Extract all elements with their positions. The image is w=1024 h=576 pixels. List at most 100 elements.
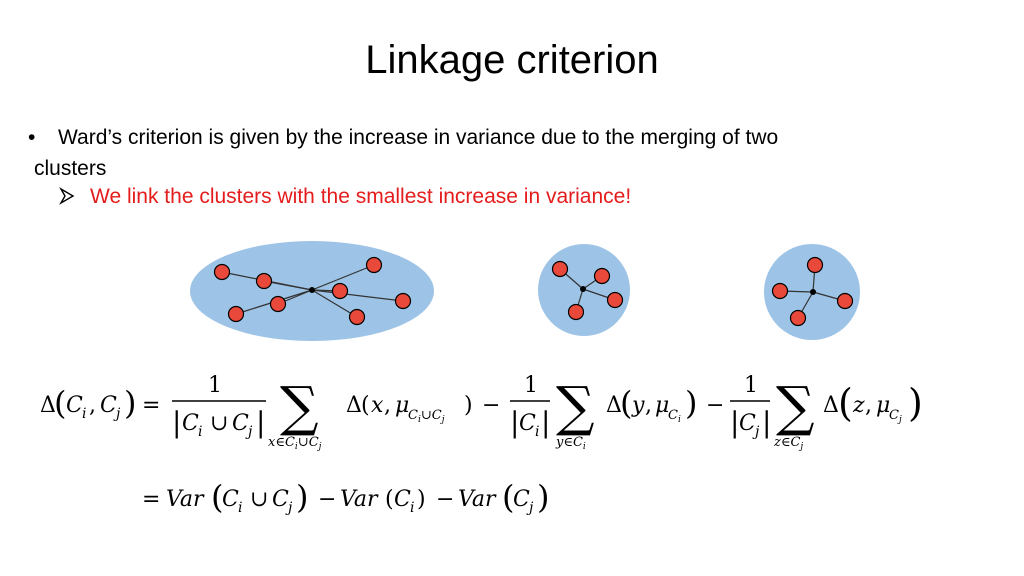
var-C: C — [222, 487, 239, 512]
delta-symbol: Δ — [346, 393, 362, 418]
sub-j: j — [526, 500, 534, 516]
slide-title: Linkage criterion — [365, 38, 659, 82]
numerator-one: 1 — [524, 373, 538, 398]
mu-subscript: Ci∪Cj — [408, 408, 445, 425]
data-point — [227, 305, 245, 323]
sum-symbol: ∑ — [776, 375, 815, 438]
centroid-marker — [810, 289, 816, 295]
sub-bullet-text: We link the clusters with the smallest i… — [90, 185, 632, 208]
data-point — [593, 267, 611, 285]
sum-symbol: ∑ — [556, 375, 595, 438]
data-point — [806, 256, 824, 274]
delta-symbol: Δ — [606, 393, 622, 418]
sub-i: i — [410, 500, 414, 516]
delta-symbol: Δ — [823, 393, 839, 418]
comma: , — [384, 393, 391, 418]
data-point — [789, 309, 807, 327]
var-y: y — [631, 393, 645, 418]
centroid-marker — [580, 286, 586, 292]
sub-j: j — [752, 424, 760, 440]
var-mu: μ — [395, 393, 409, 418]
union-symbol: ∪ — [210, 411, 228, 436]
bullet-text-line2: clusters — [34, 157, 107, 180]
sub-i: i — [82, 406, 86, 422]
var-C: C — [394, 487, 411, 512]
equals-sign: = — [142, 393, 160, 418]
sub-j: j — [245, 424, 253, 440]
var-function: Var — [166, 487, 205, 512]
paren-open: ( — [502, 478, 514, 516]
cluster-merged — [190, 241, 434, 341]
cluster-merged-points — [213, 256, 412, 326]
centroid-marker — [309, 287, 315, 293]
sum-index: x∈Ci∪Cj — [268, 435, 322, 452]
bullet-text-line1: Ward’s criterion is given by the increas… — [58, 126, 779, 149]
paren-open: ( — [838, 381, 853, 425]
abs-bar: | — [762, 406, 771, 439]
paren-close: ) — [417, 487, 426, 512]
var-C: C — [519, 411, 536, 436]
minus-sign: − — [318, 487, 336, 512]
abs-bar: | — [541, 406, 550, 439]
sub-i: i — [198, 424, 202, 440]
bullet-marker: • — [28, 126, 36, 149]
data-point — [551, 260, 569, 278]
equals-sign: = — [142, 487, 160, 512]
delta-symbol: Δ — [40, 393, 56, 418]
var-C: C — [182, 411, 199, 436]
paren-open: ( — [361, 393, 370, 418]
data-point — [365, 256, 383, 274]
var-C: C — [232, 411, 249, 436]
var-C: C — [66, 393, 83, 418]
paren-open: ( — [385, 487, 394, 512]
var-C: C — [739, 411, 756, 436]
paren-close: ) — [296, 478, 308, 516]
abs-bar: | — [510, 406, 519, 439]
cluster-i-points — [551, 260, 624, 321]
mu-subscript: Cj — [889, 408, 902, 425]
paren-open: ( — [211, 478, 223, 516]
sum-symbol: ∑ — [280, 375, 319, 438]
cluster-i — [538, 244, 630, 336]
sub-i: i — [238, 500, 242, 516]
var-mu: μ — [876, 393, 890, 418]
data-point — [213, 263, 231, 281]
paren-close: ) — [537, 478, 549, 516]
minus-sign: − — [706, 393, 724, 418]
var-C: C — [513, 487, 530, 512]
data-point — [567, 303, 585, 321]
data-point — [269, 295, 287, 313]
paren-close: ) — [908, 381, 923, 425]
data-point — [771, 282, 789, 300]
var-function: Var — [340, 487, 379, 512]
paren-open: ( — [54, 384, 66, 422]
mu-subscript: Ci — [668, 408, 681, 425]
sum-index: z∈Cj — [773, 435, 803, 452]
var-function: Var — [458, 487, 497, 512]
bullet-point: • Ward’s criterion is given by the incre… — [28, 122, 988, 184]
union-symbol: ∪ — [250, 487, 268, 512]
var-C: C — [100, 393, 117, 418]
cluster-merged-links — [221, 264, 404, 318]
arrow-bullet-icon — [59, 187, 75, 205]
sub-bullet-point: We link the clusters with the smallest i… — [58, 183, 631, 211]
paren-close: ) — [685, 384, 697, 422]
sub-j: j — [285, 500, 293, 516]
var-z: z — [852, 393, 865, 418]
data-point — [348, 308, 366, 326]
sub-j: j — [113, 406, 121, 422]
paren-close: ) — [464, 393, 473, 418]
abs-bar: | — [256, 406, 265, 439]
data-point — [606, 291, 624, 309]
abs-bar: | — [730, 406, 739, 439]
comma: , — [645, 393, 652, 418]
minus-sign: − — [436, 487, 454, 512]
minus-sign: − — [482, 393, 500, 418]
sub-i: i — [535, 424, 539, 440]
var-mu: μ — [655, 393, 669, 418]
var-x: x — [371, 393, 384, 418]
data-point — [836, 292, 854, 310]
sum-index: y∈Ci — [555, 435, 586, 452]
